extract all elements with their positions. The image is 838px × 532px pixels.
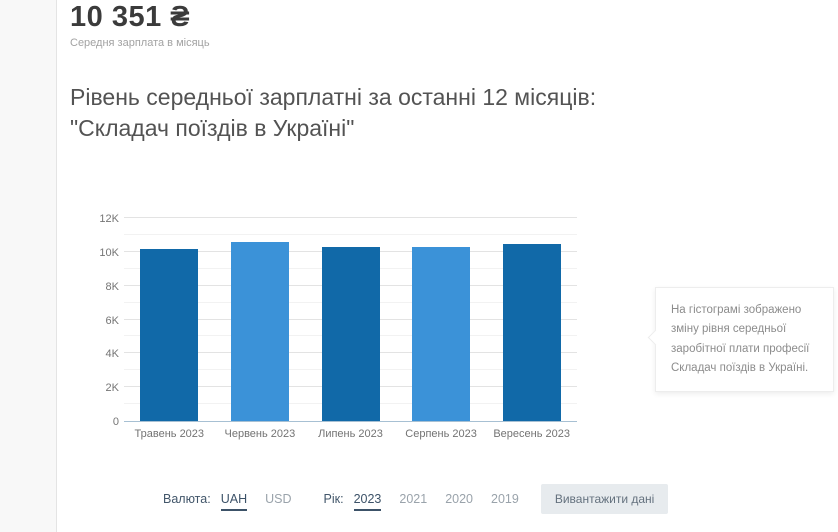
x-axis-category-label: Травень 2023 (134, 428, 205, 440)
page-title-line1: Рівень середньої зарплатні за останні 12… (70, 84, 597, 110)
average-salary-caption: Середня зарплата в місяць (70, 37, 210, 49)
currency-option-usd[interactable]: USD (265, 492, 292, 506)
year-option-2020[interactable]: 2020 (445, 492, 474, 506)
y-axis-tick-label: 2K (105, 382, 119, 395)
x-axis-category-label: Червень 2023 (224, 428, 296, 440)
gridline (124, 217, 577, 218)
salary-summary: 10 351 ₴ Середня зарплата в місяць (70, 1, 210, 49)
year-options: 2023 2021 2020 2019 (353, 492, 537, 511)
chart-xlabels: Травень 2023 Червень 2023 Липень 2023 Серпе… (124, 428, 577, 440)
chart-controls: Валюта: UAH USD Рік: 2023 2021 2020 2019 Вив… (163, 484, 669, 514)
page-title-line2: "Складач поїздів в Україні" (70, 115, 355, 141)
download-data-button[interactable]: Вивантажити дані (540, 484, 669, 514)
currency-options: UAH USD (220, 492, 310, 511)
left-page-margin (0, 0, 57, 532)
page-title: Рівень середньої зарплатні за останні 12… (70, 82, 596, 144)
x-axis-category-label: Серпень 2023 (405, 428, 477, 440)
salary-bar-chart: 0 2K 4K 6K 8K 10K 12K Травень 2023 Червень 2023… (97, 212, 597, 447)
average-salary-value: 10 351 ₴ (70, 1, 191, 33)
chart-plot (124, 217, 577, 422)
chart-bar[interactable] (230, 242, 289, 421)
chart-bar[interactable] (412, 246, 471, 421)
y-axis-tick-label: 10K (99, 246, 119, 259)
y-axis-tick-label: 12K (99, 213, 119, 225)
year-label: Рік: (323, 492, 344, 506)
currency-option-uah[interactable]: UAH (220, 492, 248, 511)
year-option-2021[interactable]: 2021 (399, 492, 428, 506)
year-option-2023[interactable]: 2023 (353, 492, 382, 511)
y-axis-tick-label: 8K (105, 280, 119, 293)
y-axis-tick-label: 6K (105, 314, 119, 327)
chart-info-text: На гістограмі зображено зміну рівня сере… (671, 304, 810, 374)
x-axis-category-label: Вересень 2023 (493, 428, 570, 440)
x-axis-category-label: Липень 2023 (318, 428, 383, 440)
y-axis-tick-label: 4K (105, 348, 119, 361)
chart-bar[interactable] (502, 244, 561, 421)
year-option-2019[interactable]: 2019 (491, 492, 519, 506)
gridline (124, 233, 577, 235)
chart-info-tooltip: На гістограмі зображено зміну рівня сере… (655, 287, 834, 393)
y-axis-tick-label: 0 (112, 416, 119, 428)
chart-bar[interactable] (140, 249, 199, 421)
currency-label: Валюта: (163, 492, 211, 506)
chart-bar[interactable] (321, 246, 380, 421)
